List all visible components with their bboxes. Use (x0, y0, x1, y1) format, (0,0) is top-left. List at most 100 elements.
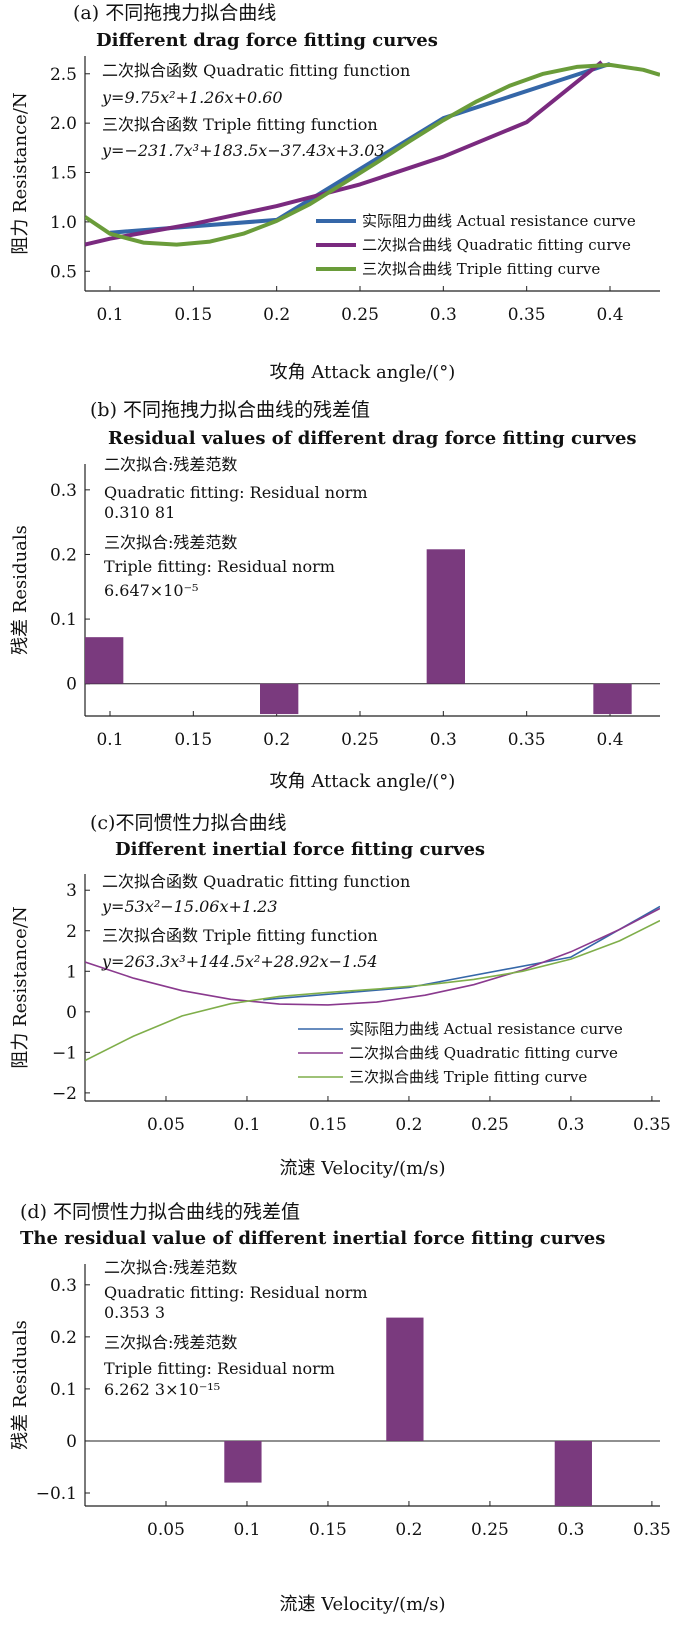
x-axis-label: 攻角 Attack angle/(°) (270, 362, 456, 383)
annotation-text: 二次拟合:残差范数 (104, 455, 237, 474)
x-tick-label: 0.1 (96, 730, 123, 750)
x-axis-label: 流速 Velocity/(m/s) (279, 1594, 445, 1615)
y-axis-label: 阻力 Resistance/N (10, 906, 31, 1068)
y-tick-label: −0.1 (36, 1484, 77, 1504)
annotation-block: 二次拟合函数 Quadratic fitting function y=9.75x… (101, 61, 410, 160)
legend-entry: 二次拟合曲线 Quadratic fitting curve (349, 1044, 618, 1062)
annotation-text: 二次拟合:残差范数 (104, 1258, 237, 1277)
y-tick-label: 0.3 (50, 481, 77, 501)
bar (426, 549, 465, 684)
plot-area (85, 1317, 660, 1506)
x-tick-label: 0.35 (633, 1115, 671, 1135)
y-tick-label: 0 (66, 1003, 77, 1023)
chart-subtitle: Residual values of different drag force … (108, 428, 637, 449)
chart-panel-b: (b) 不同拖拽力拟合曲线的残差值 Residual values of diff… (10, 399, 660, 792)
annotation-text: Triple fitting: Residual norm (104, 1359, 335, 1378)
annotation-text: y=263.3x³+144.5x²+28.92x−1.54 (101, 952, 378, 971)
x-tick-label: 0.2 (395, 1520, 422, 1540)
chart-panel-d: (d) 不同惯性力拟合曲线的残差值 The residual value of d… (10, 1201, 671, 1615)
chart-title: (a) 不同拖拽力拟合曲线 (73, 2, 276, 24)
x-tick-label: 0.15 (309, 1520, 347, 1540)
y-tick-label: 2 (66, 922, 77, 942)
bar (593, 683, 632, 715)
y-tick-label: 0 (66, 675, 77, 695)
y-axis-label: 残差 Residuals (10, 525, 31, 655)
y-tick-label: −1 (52, 1043, 77, 1063)
y-tick-label: 1.0 (50, 213, 77, 233)
x-tick-label: 0.1 (233, 1115, 260, 1135)
y-tick-label: 0.1 (50, 1380, 77, 1400)
x-axis-label: 流速 Velocity/(m/s) (279, 1158, 445, 1179)
y-tick-label: 3 (66, 881, 77, 901)
bar (260, 683, 299, 715)
x-tick-label: 0.3 (557, 1115, 584, 1135)
annotation-text: Quadratic fitting: Residual norm (104, 1283, 368, 1302)
y-tick-label: 2.0 (50, 114, 77, 134)
bar (386, 1317, 424, 1441)
annotation-text: 0.310 81 (104, 503, 175, 522)
series-line-3 (85, 62, 660, 247)
bar (85, 637, 124, 684)
x-tick-label: 0.3 (430, 305, 457, 325)
y-tick-label: 0.3 (50, 1276, 77, 1296)
x-tick-label: 0.35 (633, 1520, 671, 1540)
y-tick-label: 1.5 (50, 164, 77, 184)
annotation-text: 6.647×10⁻⁵ (104, 581, 198, 600)
plot-area (85, 905, 660, 1062)
x-tick-label: 0.1 (233, 1520, 260, 1540)
y-tick-label: 2.5 (50, 65, 77, 85)
legend: 实际阻力曲线 Actual resistance curve 二次拟合曲线 Qua… (298, 1020, 623, 1086)
legend-entry: 实际阻力曲线 Actual resistance curve (362, 212, 636, 230)
x-tick-label: 0.05 (147, 1115, 185, 1135)
x-tick-label: 0.3 (557, 1520, 584, 1540)
annotation-text: 三次拟合:残差范数 (104, 1333, 237, 1352)
chart-title: (d) 不同惯性力拟合曲线的残差值 (20, 1201, 300, 1223)
y-tick-label: 1 (66, 962, 77, 982)
y-axis-label: 阻力 Resistance/N (10, 92, 31, 254)
y-tick-label: −2 (52, 1084, 77, 1104)
annotation-text: 三次拟合函数 Triple fitting function (102, 926, 378, 945)
annotation-text: Quadratic fitting: Residual norm (104, 483, 368, 502)
x-tick-label: 0.25 (341, 730, 379, 750)
legend-entry: 三次拟合曲线 Triple fitting curve (349, 1068, 587, 1086)
series-line-3 (85, 919, 660, 1062)
x-tick-label: 0.25 (471, 1115, 509, 1135)
annotation-text: 0.353 3 (104, 1303, 165, 1322)
y-tick-label: 0.5 (50, 262, 77, 282)
series-line-2 (85, 907, 660, 1006)
x-tick-label: 0.35 (508, 730, 546, 750)
y-tick-label: 0.1 (50, 610, 77, 630)
x-tick-label: 0.4 (596, 730, 623, 750)
bar (224, 1440, 262, 1483)
y-tick-label: 0.2 (50, 545, 77, 565)
y-tick-label: 0 (66, 1432, 77, 1452)
annotation-text: 二次拟合函数 Quadratic fitting function (102, 61, 410, 80)
bar (554, 1440, 592, 1506)
annotation-block: 二次拟合:残差范数 Quadratic fitting: Residual nor… (104, 1258, 368, 1399)
chart-panel-c: (c)不同惯性力拟合曲线 Different inertial force fit… (10, 812, 671, 1179)
chart-subtitle: The residual value of different inertial… (20, 1228, 605, 1249)
chart-subtitle: Different inertial force fitting curves (115, 839, 485, 860)
chart-panel-a: (a) 不同拖拽力拟合曲线 Different drag force fittin… (10, 2, 660, 383)
x-tick-label: 0.25 (471, 1520, 509, 1540)
x-tick-label: 0.15 (309, 1115, 347, 1135)
x-tick-label: 0.15 (174, 730, 212, 750)
x-tick-label: 0.15 (174, 305, 212, 325)
chart-title: (b) 不同拖拽力拟合曲线的残差值 (90, 399, 370, 421)
y-tick-label: 0.2 (50, 1328, 77, 1348)
legend-entry: 三次拟合曲线 Triple fitting curve (362, 260, 600, 278)
annotation-block: 二次拟合函数 Quadratic fitting function y=53x²−… (101, 872, 410, 971)
x-tick-label: 0.2 (263, 305, 290, 325)
annotation-text: y=−231.7x³+183.5x−37.43x+3.03 (101, 141, 385, 160)
chart-subtitle: Different drag force fitting curves (96, 30, 438, 51)
x-tick-label: 0.05 (147, 1520, 185, 1540)
annotation-text: 三次拟合函数 Triple fitting function (102, 115, 378, 134)
annotation-text: y=9.75x²+1.26x+0.60 (101, 88, 283, 107)
annotation-text: y=53x²−15.06x+1.23 (101, 897, 278, 916)
annotation-text: 二次拟合函数 Quadratic fitting function (102, 872, 410, 891)
x-tick-label: 0.35 (508, 305, 546, 325)
legend-entry: 实际阻力曲线 Actual resistance curve (349, 1020, 623, 1038)
x-tick-label: 0.25 (341, 305, 379, 325)
y-axis-label: 残差 Residuals (10, 1320, 31, 1450)
